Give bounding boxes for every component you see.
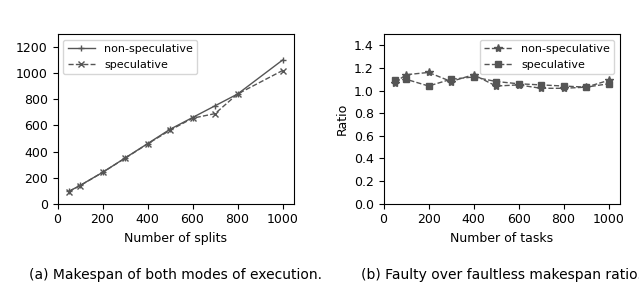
non-speculative bbox=[144, 142, 151, 145]
non-speculative bbox=[560, 87, 567, 90]
speculative bbox=[492, 80, 500, 83]
Legend: non-speculative, speculative: non-speculative, speculative bbox=[480, 40, 614, 74]
Line: non-speculative: non-speculative bbox=[390, 68, 613, 93]
speculative bbox=[515, 82, 523, 85]
speculative bbox=[604, 82, 612, 85]
non-speculative bbox=[537, 87, 545, 90]
speculative bbox=[560, 84, 567, 88]
speculative bbox=[76, 184, 84, 187]
non-speculative bbox=[211, 104, 219, 108]
Legend: non-speculative, speculative: non-speculative, speculative bbox=[63, 40, 197, 74]
non-speculative bbox=[604, 79, 612, 82]
Line: speculative: speculative bbox=[65, 67, 286, 195]
X-axis label: Number of splits: Number of splits bbox=[124, 232, 227, 245]
speculative bbox=[402, 78, 410, 81]
non-speculative bbox=[470, 73, 477, 76]
speculative bbox=[425, 84, 433, 88]
Y-axis label: Ratio: Ratio bbox=[335, 103, 348, 135]
speculative bbox=[211, 112, 219, 115]
non-speculative bbox=[65, 190, 73, 193]
non-speculative bbox=[76, 184, 84, 187]
speculative bbox=[121, 156, 129, 160]
speculative bbox=[98, 171, 106, 174]
non-speculative bbox=[425, 71, 433, 74]
non-speculative bbox=[234, 92, 242, 96]
speculative bbox=[234, 92, 242, 96]
non-speculative bbox=[98, 171, 106, 174]
non-speculative bbox=[279, 58, 286, 62]
non-speculative bbox=[582, 85, 590, 89]
non-speculative bbox=[121, 156, 129, 160]
X-axis label: Number of tasks: Number of tasks bbox=[450, 232, 553, 245]
non-speculative bbox=[402, 73, 410, 76]
speculative bbox=[470, 75, 477, 79]
speculative bbox=[391, 79, 399, 82]
speculative bbox=[537, 83, 545, 87]
non-speculative bbox=[447, 80, 455, 83]
Line: speculative: speculative bbox=[392, 74, 612, 90]
non-speculative bbox=[391, 81, 399, 84]
speculative bbox=[447, 78, 455, 81]
Line: non-speculative: non-speculative bbox=[65, 57, 286, 195]
speculative bbox=[279, 69, 286, 72]
Text: (b) Faulty over faultless makespan ratio.: (b) Faulty over faultless makespan ratio… bbox=[361, 268, 639, 282]
non-speculative bbox=[492, 84, 500, 88]
speculative bbox=[189, 117, 196, 120]
speculative bbox=[582, 85, 590, 89]
non-speculative bbox=[166, 128, 174, 131]
non-speculative bbox=[189, 116, 196, 119]
non-speculative bbox=[515, 83, 523, 87]
speculative bbox=[144, 142, 151, 146]
Text: (a) Makespan of both modes of execution.: (a) Makespan of both modes of execution. bbox=[29, 268, 322, 282]
speculative bbox=[65, 190, 73, 193]
speculative bbox=[166, 128, 174, 132]
